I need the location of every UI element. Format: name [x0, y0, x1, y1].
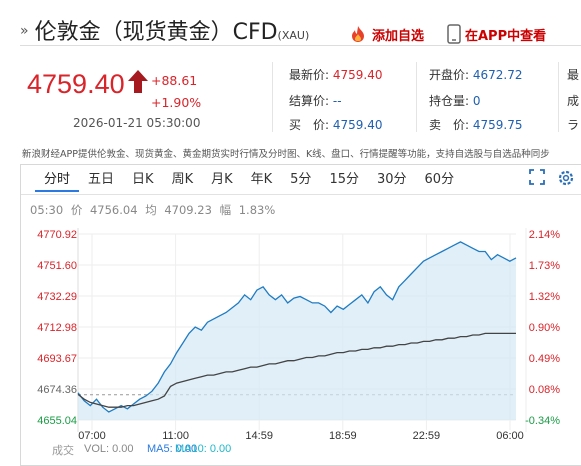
info-amp-label: 幅 [219, 203, 232, 217]
stat-value: -- [332, 94, 342, 108]
footer-volume-label: 成交 [52, 443, 74, 457]
current-price: 4759.40 [27, 69, 125, 99]
instrument-code: (XAU) [277, 29, 310, 42]
tab-daily-k[interactable]: 日K [132, 172, 154, 187]
tab-30min[interactable]: 30分 [376, 172, 407, 187]
y-tick-label-right: 0.90% [529, 322, 560, 334]
tab-60min[interactable]: 60分 [424, 172, 455, 187]
stat-open: 开盘价: 4672.72 [429, 66, 523, 83]
stat-latest: 最新价: 4759.40 [289, 66, 383, 83]
tab-weekly-k[interactable]: 周K [171, 172, 194, 187]
y-tick-label-right: 2.14% [529, 229, 560, 241]
tab-divider [21, 194, 581, 195]
stat-cutoff: ラ [567, 118, 580, 132]
stat-label: 结算价: [289, 94, 330, 108]
stat-value: 4759.40 [332, 118, 383, 132]
tab-5day[interactable]: 五日 [88, 172, 115, 187]
quote-time: 2026-01-21 05:30:00 [73, 116, 201, 130]
cursor-info: 05:30 价 4756.04 均 4709.23 幅 1.83% [30, 202, 279, 218]
stat-label: 最新价: [289, 68, 330, 82]
stats-divider [558, 62, 559, 132]
stat-cutoff: 最 [567, 68, 580, 82]
y-tick-label-right: -0.34% [525, 415, 560, 427]
x-tick-label: 11:00 [162, 430, 189, 442]
stat-label: 卖 价: [429, 118, 470, 132]
fullscreen-icon[interactable] [528, 168, 546, 186]
price-change: +88.61 +1.90% [151, 70, 201, 114]
change-amount: +88.61 [151, 73, 198, 88]
y-tick-label-right: 0.08% [529, 384, 560, 396]
info-avg-label: 均 [145, 203, 157, 217]
change-percent: +1.90% [151, 95, 202, 110]
instrument-name: 伦敦金（现货黄金）CFD [34, 20, 278, 45]
stat-bid: 买 价: 4759.40 [289, 116, 383, 133]
period-tabs: 分时 五日 日K 周K 月K 年K 5分 15分 30分 60分 [35, 168, 463, 192]
info-avg: 4709.23 [164, 203, 212, 217]
view-in-app-button[interactable]: 在APP中查看 [447, 24, 546, 44]
x-tick-label: 06:00 [496, 430, 524, 442]
add-favorite-label: 添加自选 [372, 28, 425, 44]
y-tick-label: 4712.98 [37, 322, 77, 334]
up-arrow-icon [128, 70, 148, 93]
flame-icon [352, 26, 364, 42]
title-arrow: » [20, 23, 29, 39]
y-tick-label: 4693.67 [37, 353, 77, 365]
app-description: 新浪财经APP提供伦敦金、现货黄金、黄金期货实时行情及分时图、K线、盘口、行情提… [22, 149, 550, 160]
y-tick-label: 4655.04 [37, 415, 77, 427]
y-tick-label: 4751.60 [37, 260, 77, 272]
price-area [78, 241, 516, 420]
info-time: 05:30 [30, 203, 64, 217]
stat-value: 4759.40 [332, 68, 383, 82]
stat-label: 买 价: [289, 118, 330, 132]
page-title: » 伦敦金（现货黄金）CFD(XAU) [20, 14, 309, 46]
x-tick-label: 14:59 [245, 430, 273, 442]
stat-label: 持仓量: [429, 94, 470, 108]
stats-divider [272, 62, 273, 132]
stat-value: 0 [472, 94, 481, 108]
stat-label: 开盘价: [429, 68, 470, 82]
header-divider [20, 45, 581, 46]
y-tick-label-right: 0.49% [529, 353, 560, 365]
tab-intraday[interactable]: 分时 [35, 168, 80, 192]
avg-line [77, 332, 516, 408]
x-tick-label: 22:59 [413, 430, 441, 442]
price-line [77, 241, 517, 413]
y-tick-label: 4770.92 [37, 229, 77, 241]
info-price-label: 价 [70, 203, 83, 217]
stat-value: 4672.72 [472, 68, 523, 82]
gear-icon[interactable] [556, 168, 576, 188]
view-in-app-label: 在APP中查看 [465, 28, 547, 44]
y-tick-label: 4674.36 [37, 384, 77, 396]
stat-open-interest: 持仓量: 0 [429, 92, 481, 109]
add-favorite-button[interactable]: 添加自选 [348, 24, 424, 44]
tab-15min[interactable]: 15分 [329, 172, 359, 187]
tab-monthly-k[interactable]: 月K [211, 172, 233, 187]
phone-icon [447, 24, 461, 44]
tab-5min[interactable]: 5分 [290, 172, 312, 187]
footer-vol: VOL: 0.00 [84, 443, 134, 455]
y-tick-label-right: 1.73% [529, 260, 560, 272]
tab-yearly-k[interactable]: 年K [250, 172, 273, 187]
stat-ask: 卖 价: 4759.75 [429, 116, 523, 133]
x-tick-label: 18:59 [329, 430, 357, 442]
info-amp: 1.83% [238, 203, 276, 217]
footer-ma5: MA5: 0.00 [147, 443, 197, 455]
y-tick-label: 4732.29 [37, 291, 77, 303]
stats-divider [416, 62, 417, 132]
x-tick-label: 07:00 [78, 430, 106, 442]
y-tick-label-right: 1.32% [529, 291, 560, 303]
stat-settle: 结算价: -- [289, 92, 342, 109]
stat-cutoff: 成 [567, 94, 580, 108]
info-price: 4756.04 [89, 203, 138, 217]
footer-ma10: MA10: 0.00 [175, 443, 231, 455]
stat-value: 4759.75 [472, 118, 523, 132]
